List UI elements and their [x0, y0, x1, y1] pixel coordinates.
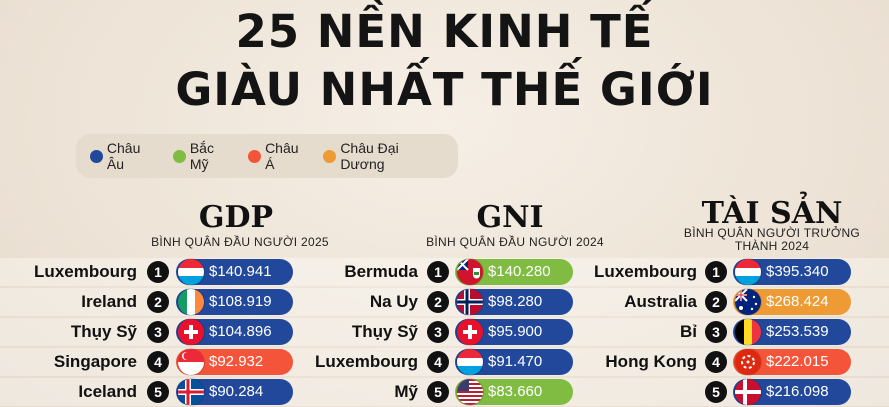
rank-badge: 2: [427, 291, 449, 313]
legend-item-north-america: Bắc Mỹ: [172, 140, 236, 172]
country-label: Thụy Sỹ: [351, 322, 418, 341]
denmark-flag-icon: [735, 379, 761, 405]
value-label: $104.896: [209, 323, 272, 340]
country-label: Bermuda: [344, 262, 418, 281]
norway-flag-icon: [457, 289, 483, 315]
value-label: $268.424: [766, 293, 829, 310]
rank-badge: 4: [705, 351, 727, 373]
hongkong-flag-icon: [735, 349, 761, 375]
usa-flag-icon: [457, 379, 483, 405]
gdp-subtitle: BÌNH QUÂN ĐẦU NGƯỜI 2025: [151, 235, 329, 249]
wealth-title: TÀI SẢN: [701, 196, 843, 231]
legend-dot: [172, 149, 186, 163]
rank-badge: 5: [427, 381, 449, 403]
country-label: Bỉ: [680, 322, 697, 341]
rank-badge: 2: [705, 291, 727, 313]
value-label: $108.919: [209, 293, 272, 310]
rank-badge: 3: [147, 321, 169, 343]
singapore-flag-icon: [178, 349, 204, 375]
legend-dot: [248, 149, 262, 163]
value-label: $140.280: [488, 263, 551, 280]
title-line-1: 25 NỀN KINH TẾ: [235, 5, 654, 58]
legend-label: Bắc Mỹ: [189, 140, 214, 172]
switzerland-flag-icon: [457, 319, 483, 345]
rank-badge: 5: [705, 381, 727, 403]
value-label: $91.470: [488, 353, 543, 370]
ireland-flag-icon: [178, 289, 204, 315]
rank-badge: 3: [705, 321, 727, 343]
title-line-2: GIÀU NHẤT THẾ GIỚI: [175, 63, 714, 116]
country-label: Luxembourg: [594, 262, 697, 281]
country-label: Luxembourg: [34, 262, 137, 281]
country-label: Na Uy: [369, 292, 418, 311]
rank-badge: 1: [705, 261, 727, 283]
rank-badge: 2: [147, 291, 169, 313]
value-label: $253.539: [766, 323, 829, 340]
luxembourg-flag-icon: [735, 259, 761, 285]
value-label: $98.280: [488, 293, 543, 310]
rank-badge: 5: [147, 381, 169, 403]
rank-badge: 3: [427, 321, 449, 343]
legend-item-asia: Châu Á: [248, 140, 311, 172]
value-label: $222.015: [766, 353, 829, 370]
country-label: Iceland: [78, 382, 137, 401]
country-label: Luxembourg: [315, 352, 418, 371]
value-label: $95.900: [488, 323, 543, 340]
legend: Châu Âu Bắc Mỹ Châu Á Châu Đại Dương: [76, 134, 458, 178]
gdp-title: GDP: [198, 200, 274, 235]
value-label: $83.660: [488, 383, 543, 400]
wealth-subtitle: BÌNH QUÂN NGƯỜI TRƯỞNG THÀNH 2024: [683, 226, 861, 253]
bermuda-flag-icon: [457, 259, 483, 285]
value-label: $395.340: [766, 263, 829, 280]
legend-dot: [90, 149, 103, 163]
gni-title: GNI: [476, 200, 544, 235]
value-label: $140.941: [209, 263, 272, 280]
country-label: Singapore: [53, 352, 137, 371]
luxembourg-flag-icon: [178, 259, 204, 285]
legend-label: Châu Âu: [106, 140, 141, 172]
rank-badge: 4: [427, 351, 449, 373]
value-label: $216.098: [766, 383, 829, 400]
country-label: Hong Kong: [605, 352, 697, 371]
gni-subtitle: BÌNH QUÂN ĐẦU NGƯỜI 2024: [426, 235, 604, 249]
legend-item-oceania: Châu Đại Dương: [323, 140, 446, 172]
legend-label: Châu Đại Dương: [340, 140, 399, 172]
country-label: Ireland: [81, 292, 137, 311]
value-label: $92.932: [209, 353, 264, 370]
luxembourg-flag-icon: [457, 349, 483, 375]
country-label: Thụy Sỹ: [70, 322, 137, 341]
rank-badge: 4: [147, 351, 169, 373]
iceland-flag-icon: [178, 379, 204, 405]
value-label: $90.284: [209, 383, 264, 400]
legend-label: Châu Á: [265, 140, 299, 172]
rank-badge: 1: [147, 261, 169, 283]
country-label: Mỹ: [394, 382, 418, 401]
rank-badge: 1: [427, 261, 449, 283]
country-label: [0, 378, 697, 406]
belgium-flag-icon: [735, 319, 761, 345]
country-label: Australia: [624, 292, 697, 311]
legend-dot: [323, 149, 337, 163]
legend-item-europe: Châu Âu: [90, 140, 161, 172]
australia-flag-icon: [735, 289, 761, 315]
switzerland-flag-icon: [178, 319, 204, 345]
